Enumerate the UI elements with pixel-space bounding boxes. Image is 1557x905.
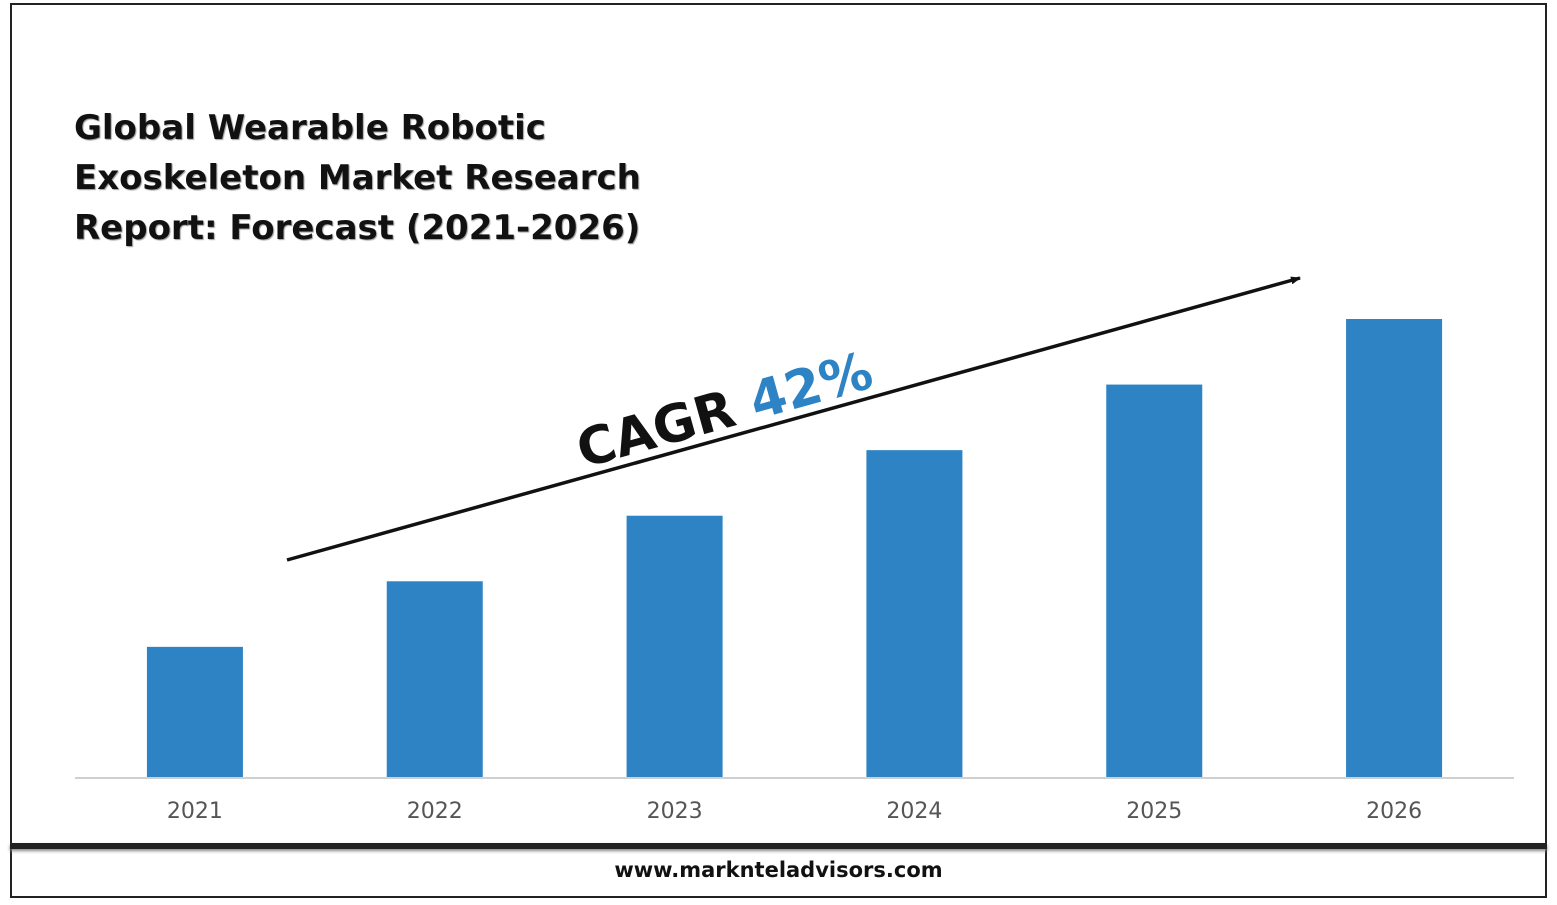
x-tick-labels: 2021 2022 2023 2024 2025 2026 — [167, 799, 1422, 824]
cagr-annotation: CAGR 42% — [570, 341, 879, 480]
x-tick-label-2026: 2026 — [1366, 799, 1422, 824]
bar-2023 — [626, 515, 723, 778]
x-tick-label-2025: 2025 — [1126, 799, 1182, 824]
bar-2025 — [1106, 384, 1203, 778]
x-tick-label-2022: 2022 — [407, 799, 463, 824]
x-tick-label-2023: 2023 — [647, 799, 703, 824]
source-url: www.marknteladvisors.com — [614, 858, 943, 882]
trend-arrow — [286, 276, 1301, 562]
chart-title: Global Wearable Robotic Exoskeleton Mark… — [74, 108, 641, 248]
bar-2026 — [1346, 319, 1443, 778]
bar-2022 — [386, 581, 483, 778]
bar-2024 — [866, 450, 963, 778]
chart-frame — [10, 3, 1547, 898]
cagr-label: CAGR — [570, 375, 759, 481]
bars-group — [146, 319, 1443, 778]
footer-divider — [10, 843, 1547, 849]
bar-2021 — [146, 646, 243, 778]
x-tick-label-2021: 2021 — [167, 799, 223, 824]
x-tick-label-2024: 2024 — [886, 799, 942, 824]
cagr-value: 42% — [743, 341, 879, 432]
